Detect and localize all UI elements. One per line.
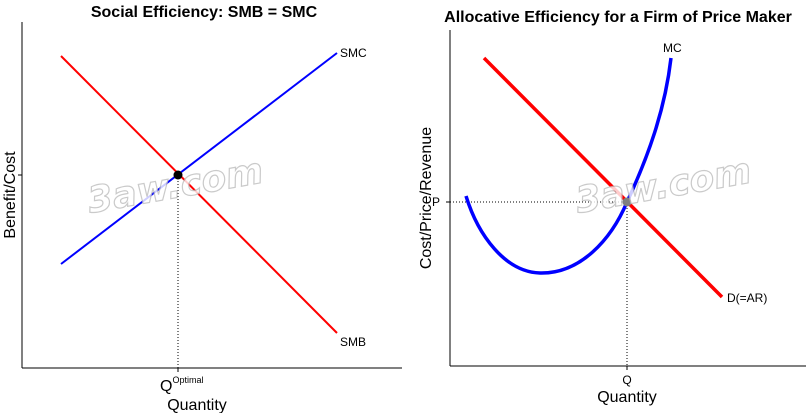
smc-label: SMC [340,46,367,60]
x-tick-sup: Optimal [172,375,203,385]
smb-line [60,55,338,334]
chart-social-efficiency: Social Efficiency: SMB = SMC SMC SMB QOp… [2,4,402,413]
smc-line [60,52,338,265]
demand-label: D(=AR) [727,291,767,305]
mc-label: MC [663,41,682,55]
mc-curve [464,57,673,275]
chart-title: Allocative Efficiency for a Firm of Pric… [444,9,792,26]
chart-allocative-efficiency: Allocative Efficiency for a Firm of Pric… [418,9,806,406]
smb-label: SMB [340,335,366,349]
x-tick-base: Q [160,378,172,395]
y-tick-label: P [432,195,440,209]
x-tick-label: Q [622,373,631,387]
watermark: 3aw.com [572,151,754,222]
chart-title: Social Efficiency: SMB = SMC [91,4,318,21]
x-tick-label: QOptimal [160,375,203,395]
y-axis-label: Cost/Price/Revenue [418,127,435,269]
demand-line [482,56,724,299]
x-axis-label: Quantity [167,397,227,413]
equilibrium-point [622,197,632,207]
equilibrium-point [173,170,183,180]
watermark: 3aw.com [84,151,266,222]
y-axis-label: Benefit/Cost [2,151,19,239]
x-axis-label: Quantity [597,389,657,406]
